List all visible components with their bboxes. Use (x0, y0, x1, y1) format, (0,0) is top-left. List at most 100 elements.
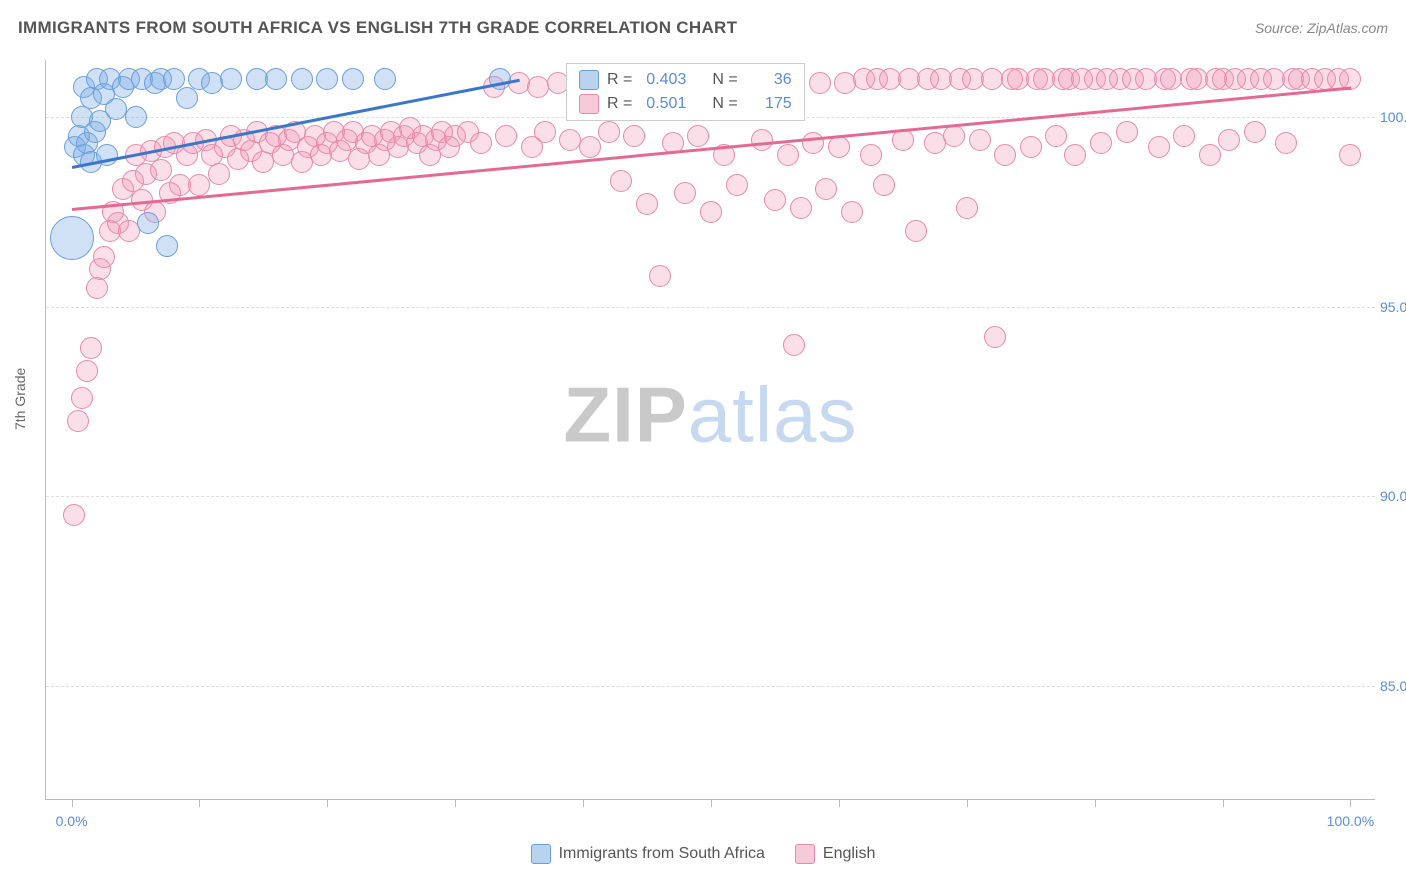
ytick-label: 90.0% (1380, 488, 1406, 504)
data-point-english (374, 129, 396, 151)
data-point-english (873, 174, 895, 196)
data-point-english (1218, 129, 1240, 151)
gridline-h (46, 496, 1375, 497)
data-point-english (63, 504, 85, 526)
data-point-english (419, 144, 441, 166)
swatch-blue-icon (579, 70, 599, 90)
data-point-english (310, 144, 332, 166)
data-point-english (355, 132, 377, 154)
data-point-english (1135, 68, 1157, 90)
xtick-label: 0.0% (56, 813, 88, 829)
data-point-english (316, 132, 338, 154)
data-point-english (1173, 125, 1195, 147)
xtick (455, 799, 456, 807)
data-point-english (1244, 121, 1266, 143)
xtick (199, 799, 200, 807)
data-point-south-africa (156, 235, 178, 257)
data-point-english (67, 410, 89, 432)
n-value-1: 36 (746, 71, 792, 89)
data-point-south-africa (150, 68, 172, 90)
data-point-english (1052, 68, 1074, 90)
watermark: ZIPatlas (563, 369, 857, 460)
data-point-english (943, 125, 965, 147)
data-point-english (1224, 68, 1246, 90)
data-point-english (1096, 68, 1118, 90)
data-point-english (495, 125, 517, 147)
data-point-south-africa (374, 68, 396, 90)
data-point-english (107, 212, 129, 234)
legend-swatch-blue-icon (531, 844, 551, 864)
data-point-south-africa (265, 68, 287, 90)
data-point-english (329, 140, 351, 162)
data-point-english (99, 220, 121, 242)
data-point-english (841, 201, 863, 223)
data-point-english (1263, 68, 1285, 90)
data-point-english (1288, 68, 1310, 90)
legend-item-2: English (795, 844, 875, 864)
data-point-english (86, 277, 108, 299)
data-point-english (1301, 68, 1323, 90)
data-point-english (135, 163, 157, 185)
xtick (967, 799, 968, 807)
data-point-english (304, 125, 326, 147)
data-point-english (834, 72, 856, 94)
data-point-english (559, 129, 581, 151)
data-point-south-africa (246, 68, 268, 90)
data-point-english (700, 201, 722, 223)
watermark-part2: atlas (688, 370, 858, 458)
data-point-english (1160, 68, 1182, 90)
data-point-english (76, 360, 98, 382)
data-point-english (1058, 68, 1080, 90)
n-label-1: N = (712, 71, 737, 89)
data-point-english (828, 136, 850, 158)
data-point-english (969, 129, 991, 151)
data-point-english (860, 144, 882, 166)
data-point-english (323, 121, 345, 143)
stats-row-2: R = 0.501 N = 175 (567, 92, 804, 116)
data-point-english (342, 121, 364, 143)
data-point-english (905, 220, 927, 242)
data-point-english (853, 68, 875, 90)
data-point-english (291, 151, 313, 173)
data-point-english (1148, 136, 1170, 158)
data-point-south-africa (50, 216, 94, 260)
ytick-label: 95.0% (1380, 299, 1406, 315)
data-point-south-africa (144, 72, 166, 94)
data-point-english (1237, 68, 1259, 90)
data-point-south-africa (176, 87, 198, 109)
data-point-english (188, 174, 210, 196)
data-point-south-africa (76, 132, 98, 154)
data-point-english (368, 144, 390, 166)
data-point-english (297, 136, 319, 158)
data-point-english (1001, 68, 1023, 90)
xtick (583, 799, 584, 807)
data-point-english (1250, 68, 1272, 90)
data-point-south-africa (84, 121, 106, 143)
xtick (1223, 799, 1224, 807)
xtick (327, 799, 328, 807)
data-point-english (1090, 132, 1112, 154)
data-point-english (956, 197, 978, 219)
data-point-english (112, 178, 134, 200)
gridline-h (46, 307, 1375, 308)
data-point-english (984, 326, 1006, 348)
gridline-h (46, 686, 1375, 687)
data-point-english (201, 144, 223, 166)
data-point-english (1282, 68, 1304, 90)
stats-row-1: R = 0.403 N = 36 (567, 68, 804, 92)
data-point-english (1199, 144, 1221, 166)
data-point-english (924, 132, 946, 154)
data-point-south-africa (68, 125, 90, 147)
data-point-english (240, 140, 262, 162)
data-point-english (610, 170, 632, 192)
data-point-english (1122, 68, 1144, 90)
data-point-english (1275, 132, 1297, 154)
y-axis-title: 7th Grade (12, 368, 28, 430)
data-point-english (361, 125, 383, 147)
ytick-label: 85.0% (1380, 678, 1406, 694)
data-point-english (1186, 68, 1208, 90)
data-point-english (1339, 144, 1361, 166)
r-label-1: R = (607, 71, 632, 89)
data-point-english (649, 265, 671, 287)
data-point-english (815, 178, 837, 200)
